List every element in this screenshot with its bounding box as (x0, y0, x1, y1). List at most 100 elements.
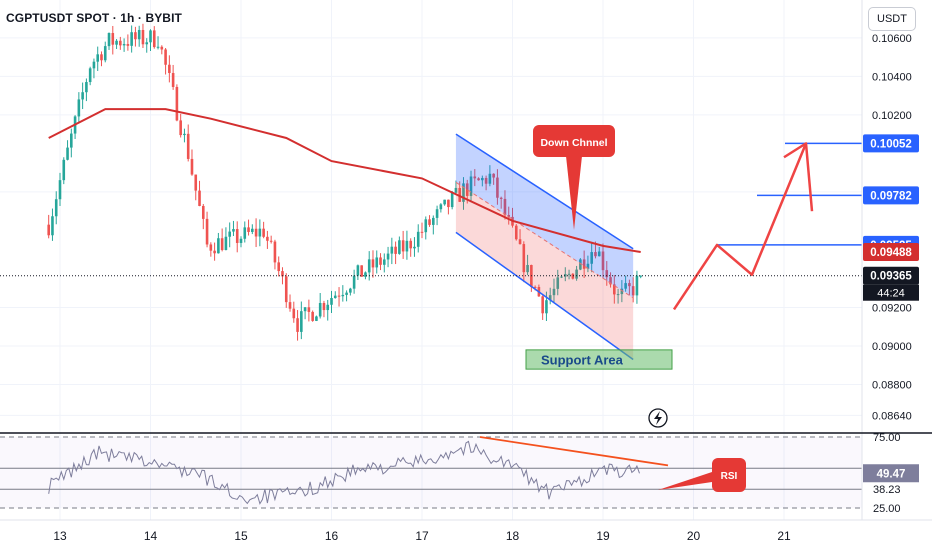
candle-body (235, 229, 239, 243)
candle-body (77, 99, 81, 117)
candle-body (639, 275, 643, 277)
candle-body (66, 147, 69, 160)
candle-body (292, 308, 296, 319)
candle-body (586, 263, 590, 269)
candle-body (232, 229, 235, 232)
candle-body (567, 273, 571, 275)
time-tick-label: 18 (506, 529, 520, 543)
candle-body (556, 277, 560, 289)
candle-body (111, 33, 115, 45)
candle-body (488, 173, 492, 184)
candle-body (613, 284, 616, 295)
price-tick-label: 0.10400 (872, 71, 912, 83)
projection-path (672, 142, 808, 311)
candle-body (209, 244, 213, 251)
candle-body (345, 292, 348, 295)
price-label-text: 0.09488 (870, 247, 912, 259)
candle-body (326, 304, 330, 311)
candle-body (303, 307, 307, 312)
candle-body (450, 192, 454, 208)
channel-upper-zone (455, 134, 634, 298)
candle-body (477, 178, 480, 181)
rsi-line (48, 440, 640, 505)
candle-body (609, 277, 612, 285)
candle-body (160, 46, 164, 50)
candle-body (239, 238, 243, 243)
candle-body (631, 286, 635, 296)
candle-body (228, 231, 231, 237)
candle-body (454, 187, 458, 193)
price-tick-label: 0.08800 (872, 380, 912, 392)
countdown-label: 44:24 (877, 288, 905, 300)
candle-body (198, 190, 201, 206)
candle-body (168, 64, 171, 74)
candle-body (141, 29, 145, 45)
candle-body (47, 224, 50, 236)
candle-body (243, 227, 247, 239)
candle-body (205, 218, 209, 245)
candle-body (85, 82, 88, 93)
candle-body (333, 295, 337, 299)
candle-body (337, 295, 341, 297)
time-tick-label: 21 (777, 529, 791, 543)
candle-body (620, 288, 624, 295)
candle-body (469, 176, 473, 196)
symbol-title: CGPTUSDT SPOT · 1h · BYBIT (6, 11, 182, 25)
candle-body (548, 295, 552, 301)
candle-body (616, 294, 620, 296)
candle-body (481, 177, 484, 181)
candle-body (54, 199, 58, 217)
candle-body (518, 239, 522, 245)
candle-body (96, 54, 100, 62)
candle-body (597, 251, 601, 257)
candle-body (579, 259, 582, 270)
price-tick-label: 0.09000 (872, 341, 912, 353)
candle-body (605, 270, 609, 278)
rsi-current-box (863, 464, 919, 483)
candle-body (58, 180, 62, 200)
time-tick-label: 13 (53, 529, 67, 543)
candle-body (447, 199, 450, 208)
time-tick-label: 17 (415, 529, 429, 543)
candle-body (394, 246, 397, 254)
candle-body (590, 252, 593, 264)
candle-body (224, 236, 228, 251)
candle-body (628, 283, 631, 287)
candle-body (262, 228, 265, 237)
candle-body (266, 236, 269, 241)
candle-body (435, 209, 439, 218)
candle-body (390, 246, 394, 254)
candle-body (247, 227, 250, 232)
channel-lower-line (455, 231, 634, 361)
candle-body (386, 253, 390, 260)
rsi-current-label: 49.47 (877, 468, 906, 480)
candle-body (318, 303, 322, 317)
candle-body (145, 42, 149, 45)
candle-body (541, 296, 544, 314)
candle-body (201, 205, 205, 219)
candle-body (443, 199, 446, 205)
projection-arrowhead (783, 142, 814, 212)
time-tick-label: 20 (687, 529, 701, 543)
candle-body (137, 29, 141, 40)
candle-body (311, 311, 314, 321)
candle-body (371, 259, 375, 268)
channel-callout-bubble (533, 125, 615, 157)
candle-body (100, 54, 103, 61)
candle-body (288, 302, 292, 309)
price-label-box (863, 243, 919, 262)
candle-body (379, 257, 382, 265)
price-label-box (863, 266, 919, 285)
candle-body (552, 288, 556, 296)
candle-body (277, 262, 281, 272)
candle-body (382, 259, 386, 265)
channel-callout-pointer (566, 156, 582, 230)
candle-body (465, 183, 469, 196)
price-label-box (863, 186, 919, 205)
rsi-divergence-line (479, 436, 669, 467)
currency-selector[interactable]: USDT (868, 7, 916, 31)
candle-body (258, 228, 262, 237)
candle-body (526, 264, 529, 273)
